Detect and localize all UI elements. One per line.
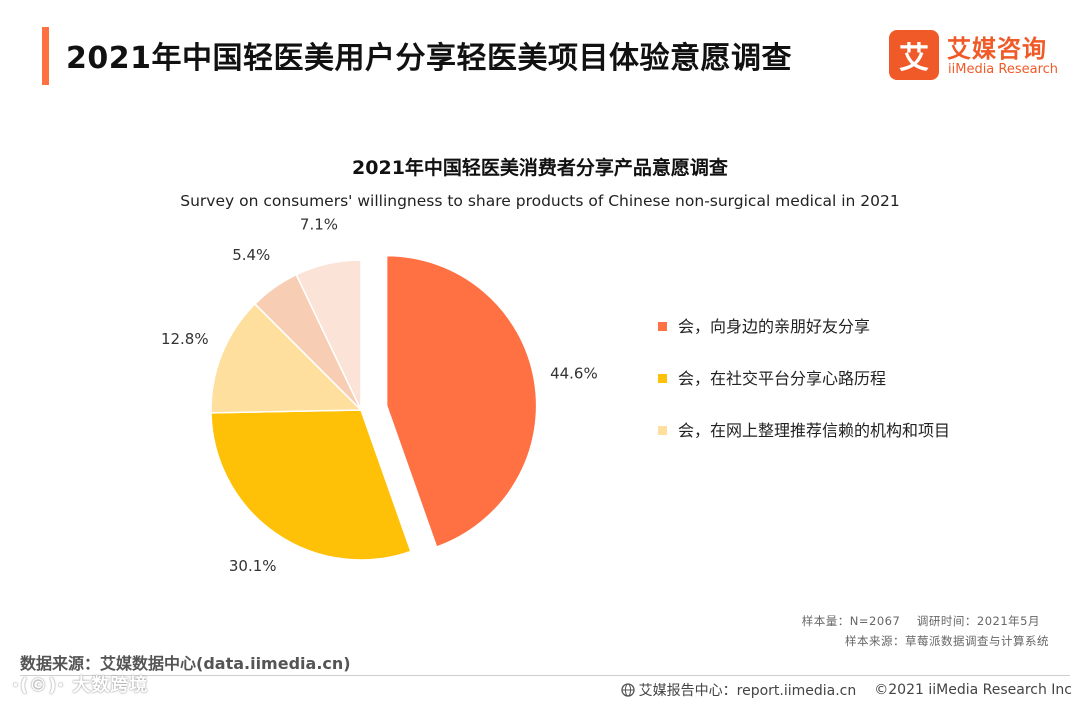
legend-label: 会，在网上整理推荐信赖的机构和项目 [678, 421, 951, 440]
slice-value-label: 7.1% [300, 216, 338, 234]
legend-label: 会，在社交平台分享心路历程 [678, 369, 887, 388]
slice-value-label: 5.4% [232, 246, 270, 264]
pie-slice [210, 409, 412, 561]
legend-label: 会，向身边的亲朋好友分享 [678, 317, 871, 336]
page-title: 2021年中国轻医美用户分享轻医美项目体验意愿调查 [66, 41, 792, 76]
legend-swatch [658, 374, 667, 383]
chart-title: 2021年中国轻医美消费者分享产品意愿调查 [352, 157, 728, 179]
watermark: ·(©)· 大数跨境 [12, 675, 149, 696]
legend-item: 会，向身边的亲朋好友分享 [654, 310, 984, 343]
globe-icon [620, 683, 635, 697]
legend-swatch [658, 426, 667, 435]
title-accent-bar [42, 27, 49, 85]
slice-value-label: 44.6% [550, 365, 598, 383]
legend-item: 会，在网上整理推荐信赖的机构和项目 [654, 414, 976, 447]
slice-value-label: 30.1% [229, 557, 277, 575]
brand-name-cn: 艾媒咨询 [947, 35, 1047, 63]
brand-name-en: iiMedia Research [948, 62, 1059, 77]
data-source: 数据来源：艾媒数据中心(data.iimedia.cn) [20, 654, 351, 673]
footer-divider [20, 675, 1070, 676]
legend-item: 会，在社交平台分享心路历程 [654, 362, 984, 395]
copyright: ©2021 iiMedia Research Inc [874, 682, 1072, 698]
footer: 艾媒报告中心：report.iimedia.cn ©2021 iiMedia R… [620, 680, 1072, 700]
report-center-link[interactable]: 艾媒报告中心：report.iimedia.cn [638, 683, 857, 699]
brand-logo[interactable]: 艾 艾媒咨询 iiMedia Research [889, 30, 1069, 82]
pie-slice [385, 254, 538, 549]
sample-source-note: 样本来源：草莓派数据调查与计算系统 [845, 634, 1049, 648]
pie-slice [210, 302, 363, 414]
pie-slice [295, 259, 362, 411]
chart-subtitle: Survey on consumers' willingness to shar… [180, 192, 900, 210]
slice-value-label: 12.8% [161, 330, 209, 348]
brand-logo-icon: 艾 [889, 30, 939, 80]
legend-swatch [658, 322, 667, 331]
sample-size-note: 样本量：N=2067 调研时间：2021年5月 [801, 614, 1040, 628]
chart-legend: 会，向身边的亲朋好友分享 会，在社交平台分享心路历程 会，在网上整理推荐信赖的机… [654, 310, 984, 466]
